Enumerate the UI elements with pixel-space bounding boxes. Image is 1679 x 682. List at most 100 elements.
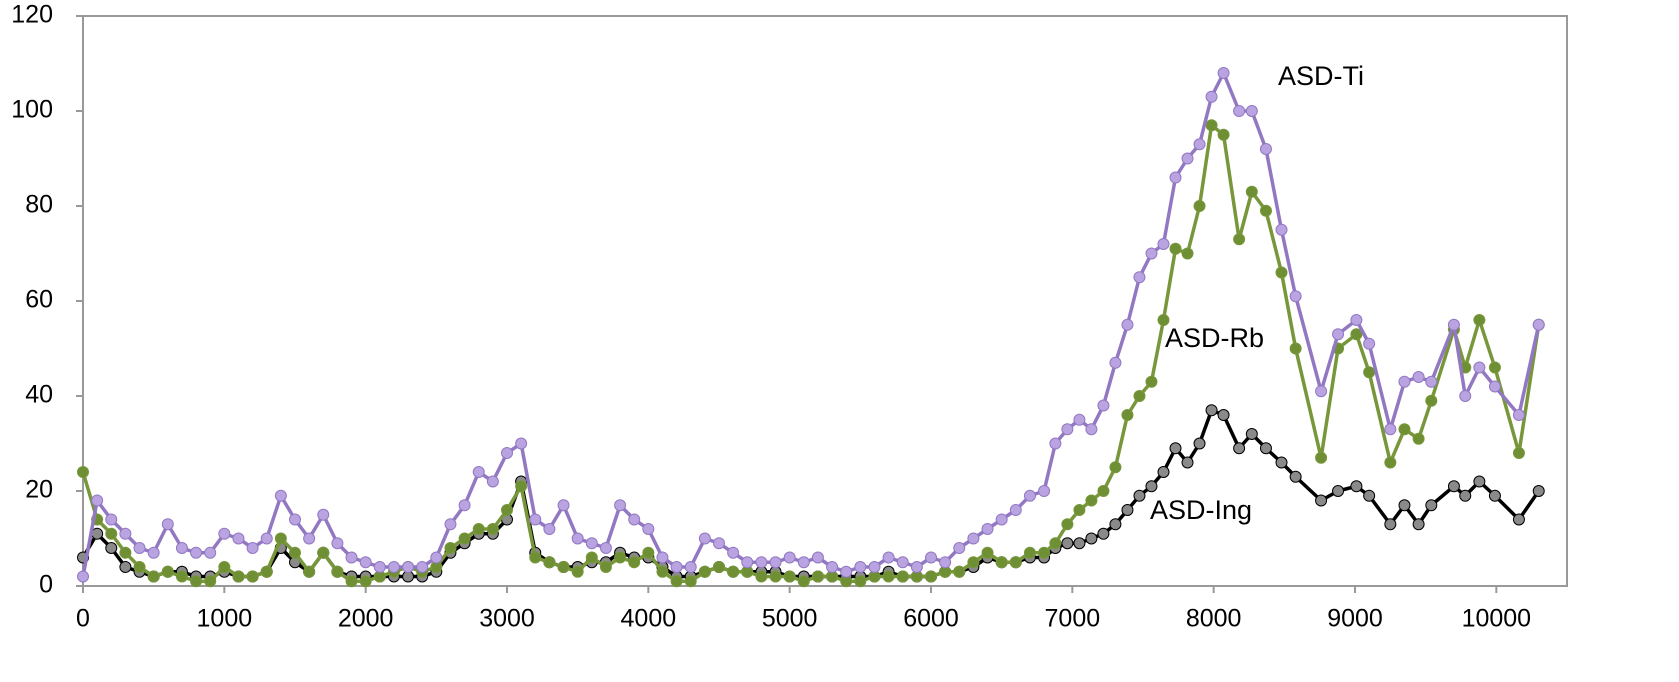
data-point xyxy=(147,570,160,583)
data-point xyxy=(1038,485,1051,497)
data-point xyxy=(1425,499,1438,512)
data-point xyxy=(529,551,542,564)
data-point xyxy=(77,466,89,478)
data-point xyxy=(1061,423,1074,436)
data-point xyxy=(1245,185,1258,198)
data-point xyxy=(1275,223,1288,236)
data-point xyxy=(1425,375,1438,388)
data-point xyxy=(698,532,711,545)
plot-frame xyxy=(82,15,1568,587)
data-point xyxy=(1473,361,1486,374)
data-point xyxy=(1009,504,1022,516)
y-tick-label: 0 xyxy=(39,571,53,599)
data-point xyxy=(77,570,89,583)
data-point xyxy=(515,480,528,493)
data-point xyxy=(1121,409,1134,421)
data-point xyxy=(797,575,810,588)
data-point xyxy=(713,537,725,550)
data-point xyxy=(1217,409,1230,421)
data-point xyxy=(1157,314,1170,326)
series-label: ASD-Rb xyxy=(1165,323,1264,353)
data-point xyxy=(1233,442,1246,455)
data-point xyxy=(1073,537,1086,550)
data-point xyxy=(246,542,259,554)
x-tick-label: 8000 xyxy=(1186,605,1242,633)
data-point xyxy=(1121,504,1134,516)
data-point xyxy=(1384,518,1397,531)
data-point xyxy=(811,551,824,564)
data-point xyxy=(670,575,683,588)
data-point xyxy=(402,561,415,573)
data-point xyxy=(458,532,471,545)
data-point xyxy=(1350,328,1363,341)
data-point xyxy=(444,518,457,531)
data-point xyxy=(585,537,598,550)
data-point xyxy=(854,561,867,573)
x-tick-label: 2000 xyxy=(338,605,394,633)
data-point xyxy=(614,551,627,564)
data-point xyxy=(1245,428,1258,440)
data-point xyxy=(670,561,683,573)
data-point xyxy=(995,513,1008,526)
data-point xyxy=(289,513,301,526)
data-point xyxy=(967,532,980,545)
data-point xyxy=(1532,318,1545,331)
data-point xyxy=(119,546,132,559)
x-tick-label: 0 xyxy=(76,605,90,633)
data-point xyxy=(557,499,570,512)
data-point xyxy=(1205,90,1218,103)
data-point xyxy=(1384,456,1397,469)
data-point xyxy=(1085,494,1098,507)
y-tick-label: 40 xyxy=(25,381,53,409)
x-tick-label: 5000 xyxy=(762,605,818,633)
data-point xyxy=(628,513,641,526)
data-point xyxy=(981,546,994,559)
data-point xyxy=(1363,489,1376,502)
data-point xyxy=(1097,485,1110,497)
data-point xyxy=(501,447,513,459)
x-tick-label: 1000 xyxy=(197,605,253,633)
data-point xyxy=(910,561,923,573)
data-point xyxy=(1217,67,1230,79)
data-point xyxy=(1145,480,1158,493)
data-point xyxy=(1245,105,1258,117)
data-point xyxy=(331,565,344,578)
data-point xyxy=(1425,394,1438,407)
data-point xyxy=(345,551,358,564)
data-point xyxy=(1488,489,1501,502)
data-point xyxy=(614,499,627,512)
data-point xyxy=(1315,385,1328,398)
data-point xyxy=(1193,138,1206,151)
data-point xyxy=(1181,247,1194,260)
series-line xyxy=(81,408,1541,579)
data-point xyxy=(769,556,782,569)
data-point xyxy=(147,546,160,559)
data-point xyxy=(416,561,429,573)
data-point xyxy=(1289,470,1302,483)
data-point xyxy=(444,542,457,554)
data-point xyxy=(925,570,937,583)
data-point xyxy=(1473,314,1486,326)
data-point xyxy=(218,561,231,573)
data-point xyxy=(741,556,754,569)
y-tick-label: 100 xyxy=(11,96,53,124)
data-point xyxy=(896,556,909,569)
data-point xyxy=(1473,475,1486,488)
data-point xyxy=(190,575,203,588)
data-point xyxy=(826,561,839,573)
data-point xyxy=(896,570,909,583)
data-point xyxy=(1061,537,1074,550)
data-point xyxy=(1275,266,1288,279)
y-tick-label: 120 xyxy=(11,1,53,29)
data-point xyxy=(1398,499,1411,512)
data-point xyxy=(1412,518,1425,531)
data-point xyxy=(105,542,118,554)
data-point xyxy=(727,565,740,578)
data-point xyxy=(882,551,895,564)
data-point xyxy=(1157,238,1170,250)
data-point xyxy=(1181,456,1194,469)
data-point xyxy=(953,542,966,554)
data-point xyxy=(1512,513,1525,526)
data-point xyxy=(1133,390,1146,402)
data-point xyxy=(133,561,146,573)
